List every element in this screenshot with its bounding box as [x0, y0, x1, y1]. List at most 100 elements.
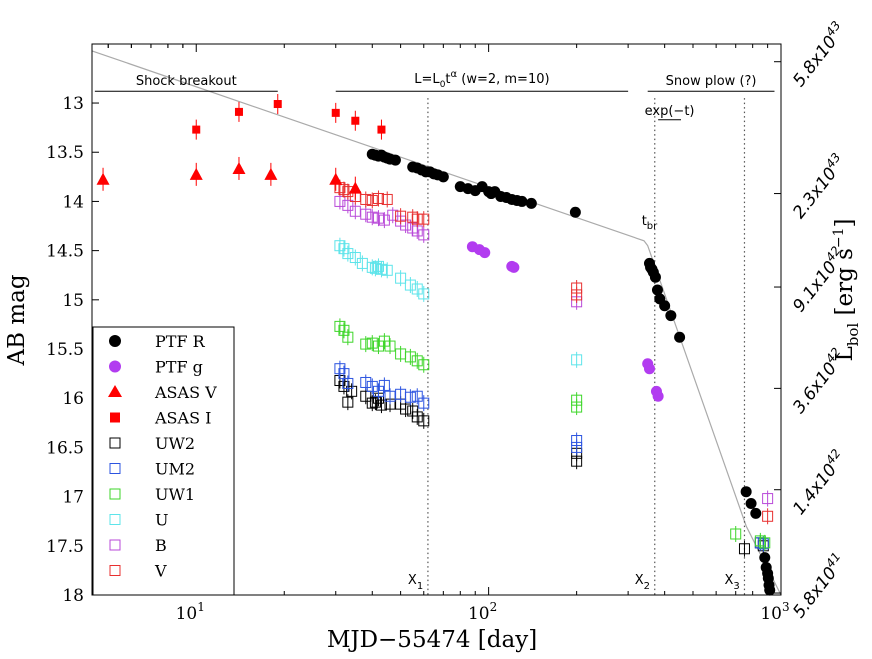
legend-item-uw1: UW1 — [109, 485, 195, 504]
y-tick-label: 13 — [62, 94, 84, 114]
phase-label-3: Snow plow (?) — [666, 74, 757, 89]
x-tick-label-base: 10 — [468, 604, 490, 624]
series-asas-v — [96, 156, 362, 200]
legend-marker — [109, 437, 121, 449]
x-tick-label-exp: 2 — [490, 600, 498, 614]
legend-marker — [109, 335, 121, 347]
right-axis-title-unit-exp: −1 — [831, 227, 847, 248]
data-point — [665, 310, 677, 322]
y-tick-label: 17.5 — [46, 537, 84, 557]
legend: PTF R PTF g ASAS V ASAS I UW2 UM2 UW1 UBV — [92, 326, 235, 596]
model-line-layer — [91, 50, 782, 596]
vline-label-3: X3 — [724, 573, 739, 592]
legend-item-uw2: UW2 — [109, 434, 195, 453]
vline-layer: X1 X2 X3 — [408, 98, 746, 595]
phase-label-2-sup: α — [451, 69, 458, 80]
exp-segment-label: exp(−t) — [645, 104, 695, 119]
y-tick-label: 15 — [62, 291, 84, 311]
data-point — [759, 552, 771, 564]
data-point — [508, 261, 520, 273]
phase-label-1: Shock breakout — [136, 74, 237, 89]
data-point — [389, 154, 401, 166]
legend-label: ASAS I — [154, 409, 211, 428]
vline-label-sub: 3 — [733, 581, 739, 592]
legend-marker — [110, 412, 120, 423]
legend-label: PTF R — [155, 332, 206, 351]
legend-item-b: B — [109, 536, 167, 555]
legend-label: PTF g — [155, 358, 203, 377]
data-point — [651, 284, 663, 296]
plot-frame — [91, 43, 782, 596]
phase-layer: Shock breakout L=L0tα (w=2, m=10) Snow plo… — [94, 69, 775, 232]
legend-label: B — [155, 536, 167, 555]
x-axis-title: MJD−55474 [day] — [327, 627, 537, 653]
legend-marker — [109, 463, 121, 474]
y-axis-title: AB mag — [4, 274, 30, 366]
right-axis-title-unit-a: [erg s — [832, 248, 858, 323]
tbr-label-sub: br — [647, 221, 658, 232]
series-ptf-g — [466, 241, 664, 402]
legend-marker — [109, 488, 121, 500]
legend-label: UM2 — [155, 460, 195, 479]
legend-marker — [109, 539, 121, 551]
y-tick-label: 16 — [62, 389, 84, 409]
data-point — [750, 507, 762, 519]
legend-label: ASAS V — [154, 383, 217, 402]
data-point — [437, 171, 449, 183]
legend-item-v: V — [109, 562, 167, 581]
tbr-label-main: t — [642, 214, 647, 229]
legend-label: U — [155, 511, 168, 530]
legend-item-ptf-g: PTF g — [109, 358, 203, 377]
data-point — [652, 390, 664, 402]
tbr-label: tbr — [642, 214, 658, 232]
y-tick-label: 14 — [62, 192, 84, 212]
legend-label: UW2 — [155, 434, 195, 453]
x-tick-label-exp: 1 — [197, 600, 205, 614]
legend-marker — [109, 565, 121, 576]
y-tick-label: 17 — [62, 488, 84, 508]
legend-item-um2: UM2 — [109, 460, 195, 479]
y-tick-label: 14.5 — [46, 242, 84, 262]
x-tick-label-exp: 3 — [782, 600, 790, 614]
legend-item-asas-v: ASAS V — [108, 383, 217, 402]
legend-item-ptf-r: PTF R — [109, 332, 206, 351]
y-tick-label: 15.5 — [46, 340, 84, 360]
legend-label: UW1 — [155, 485, 195, 504]
data-point — [740, 486, 752, 498]
legend-marker — [109, 360, 121, 373]
data-point — [649, 271, 661, 283]
right-axis-title-main: L — [832, 346, 858, 361]
phase-label-2-suffix: (w=2, m=10) — [457, 72, 549, 87]
x-tick-label: 102 — [468, 600, 497, 624]
vline-label-main: X — [635, 573, 644, 588]
legend-item-asas-i: ASAS I — [110, 409, 211, 428]
y-tick-label: 16.5 — [46, 438, 84, 458]
vline-label-sub: 1 — [417, 581, 423, 592]
phase-label-2-prefix: L=L — [414, 72, 440, 87]
series-asas-i — [192, 94, 386, 140]
data-point — [764, 584, 776, 596]
data-point — [479, 247, 491, 259]
series-uw1 — [334, 318, 771, 551]
phase-label-2-t: t — [445, 72, 450, 87]
phase-label-2: L=L0tα (w=2, m=10) — [414, 69, 549, 90]
data-point — [525, 197, 537, 209]
vline-label-1: X1 — [408, 573, 423, 592]
right-axis-title-sub: bol — [844, 323, 862, 347]
series-u — [334, 237, 583, 368]
data-point — [659, 300, 671, 312]
data-point — [516, 195, 528, 207]
vline-label-sub: 2 — [644, 581, 650, 592]
legend-marker — [109, 514, 121, 525]
x-tick-label: 103 — [760, 600, 789, 624]
y-tick-label: 13.5 — [46, 143, 84, 163]
vline-label-main: X — [408, 573, 417, 588]
phase-label-2-sub: 0 — [440, 80, 446, 90]
vline-label-2: X2 — [635, 573, 650, 592]
legend-item-u: U — [109, 511, 168, 530]
x-tick-label-base: 10 — [176, 604, 198, 624]
model-line — [91, 50, 782, 596]
data-point — [674, 331, 686, 343]
vline-label-main: X — [724, 573, 733, 588]
data-point — [745, 497, 757, 509]
